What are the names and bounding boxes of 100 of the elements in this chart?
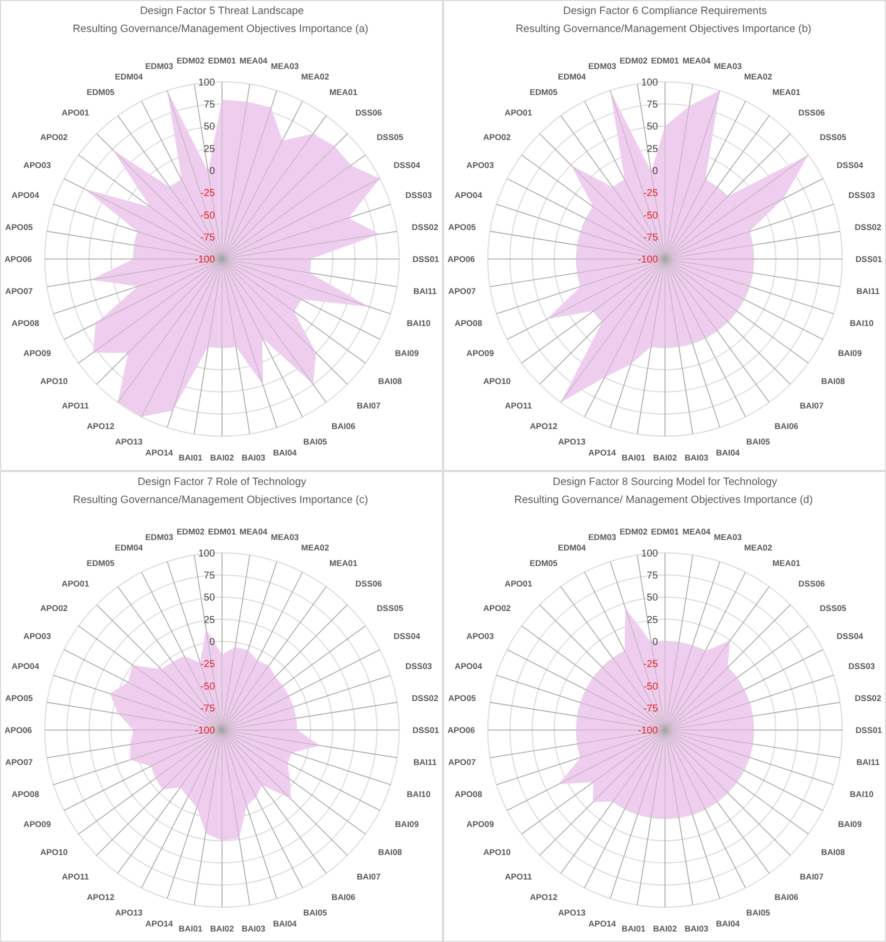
spoke-label: BAI07: [800, 400, 824, 411]
spoke-label: BAI07: [356, 400, 381, 411]
y-tick-label: 50: [646, 122, 658, 133]
spoke-label: EDM05: [530, 87, 558, 98]
y-tick-label: 25: [204, 144, 216, 155]
spoke-label: APO05: [448, 222, 476, 232]
y-tick-label: 75: [646, 100, 658, 111]
spoke-label: DSS05: [376, 603, 404, 614]
spoke-label: BAI05: [303, 436, 328, 447]
spoke-label: DSS03: [848, 661, 876, 672]
spoke-label: BAI08: [821, 376, 846, 386]
spoke-label: EDM03: [145, 60, 174, 71]
spoke-label: DSS04: [394, 160, 420, 170]
spoke-label: MEA03: [714, 60, 742, 71]
spoke-label: BAI01: [622, 452, 646, 462]
y-tick-label: -25: [200, 659, 216, 670]
y-tick-label: -75: [200, 232, 216, 244]
spoke-label: MEA02: [301, 542, 330, 552]
spoke-label: APO02: [40, 132, 68, 142]
spoke-label: APO14: [588, 918, 616, 928]
spoke-label: DSS05: [820, 603, 847, 614]
spoke-label: BAI02: [653, 452, 678, 462]
spoke-label: APO07: [5, 757, 34, 768]
y-tick-label: 100: [641, 77, 658, 88]
spoke-label: BAI10: [850, 318, 874, 328]
y-tick-label: 75: [204, 100, 216, 111]
spoke-label: MEA01: [329, 558, 358, 568]
spoke-label: APO01: [504, 108, 532, 118]
spoke-label: MEA04: [239, 526, 268, 537]
spoke-label: APO04: [12, 661, 40, 672]
spoke-label: BAI03: [242, 452, 266, 462]
spoke-label: EDM05: [530, 558, 558, 568]
spoke-label: DSS05: [376, 132, 404, 142]
spoke-label: BAI05: [746, 908, 770, 918]
spoke-label: MEA04: [239, 56, 268, 66]
spoke-label: EDM02: [620, 56, 648, 66]
spoke-label: MEA03: [270, 532, 300, 542]
y-tick-label: 50: [204, 592, 216, 604]
spoke-label: APO08: [454, 788, 482, 799]
chart-subtitle: Resulting Governance/Management Objectives Importance (b): [516, 22, 812, 35]
spoke-label: EDM04: [558, 71, 586, 82]
spoke-label: DSS01: [856, 254, 882, 264]
y-tick-label: -50: [200, 681, 216, 692]
chart-subtitle: Resulting Governance/ Management Objectives Importance (d): [514, 494, 813, 506]
spoke-label: APO10: [40, 376, 68, 386]
chart-subtitle: Resulting Governance/Management Objectives Importance (c): [73, 494, 368, 506]
spoke-label: APO13: [115, 436, 143, 447]
y-tick-label: -100: [638, 254, 658, 266]
y-tick-label: 100: [641, 548, 658, 560]
spoke-label: EDM03: [145, 532, 174, 542]
spoke-label: APO07: [5, 286, 34, 296]
spoke-label: MEA02: [744, 542, 772, 552]
spoke-label: DSS04: [394, 630, 420, 641]
spoke-label: BAI06: [332, 892, 356, 902]
spoke-label: BAI07: [356, 872, 381, 882]
spoke-label: MEA01: [772, 558, 801, 568]
spoke-label: BAI04: [272, 918, 298, 928]
spoke-label: APO09: [23, 348, 52, 358]
spoke-label: BAI02: [653, 923, 678, 934]
spoke-label: DSS05: [820, 132, 847, 142]
y-tick-label: -75: [643, 232, 658, 244]
spoke-label: EDM02: [176, 56, 205, 66]
spoke-label: APO08: [12, 788, 40, 799]
spoke-label: APO06: [4, 725, 32, 736]
y-tick-label: -75: [200, 703, 216, 714]
spoke-label: DSS02: [412, 692, 439, 703]
y-tick-label: 25: [646, 144, 658, 155]
chart-title: Design Factor 8 Sourcing Model for Technology: [552, 476, 778, 488]
spoke-label: BAI02: [210, 923, 234, 934]
spoke-label: APO06: [4, 254, 32, 264]
spoke-label: BAI01: [178, 452, 203, 462]
spoke-label: MEA04: [682, 56, 711, 66]
spoke-label: APO03: [23, 630, 52, 641]
spoke-label: BAI06: [774, 420, 799, 431]
spoke-label: DSS06: [798, 578, 826, 588]
spoke-label: APO12: [86, 892, 115, 902]
y-tick-label: 25: [646, 614, 658, 626]
spoke-label: MEA01: [329, 87, 358, 98]
spoke-label: BAI09: [394, 819, 420, 830]
spoke-label: APO09: [23, 819, 52, 830]
y-tick-label: -75: [643, 703, 658, 714]
spoke-label: BAI10: [406, 788, 431, 799]
y-tick-label: -50: [643, 210, 658, 222]
spoke-label: DSS03: [405, 190, 432, 200]
spoke-label: APO01: [62, 108, 90, 118]
y-tick-label: -25: [200, 188, 216, 200]
spoke-label: BAI02: [210, 452, 234, 462]
y-tick-label: 0: [652, 636, 658, 648]
spoke-label: APO08: [454, 318, 482, 328]
y-tick-label: 0: [209, 166, 216, 177]
spoke-label: EDM02: [620, 526, 648, 537]
y-tick-label: 100: [198, 548, 216, 560]
spoke-label: BAI10: [850, 788, 874, 799]
spoke-label: APO13: [558, 908, 586, 918]
spoke-label: APO10: [483, 376, 512, 386]
spoke-label: BAI08: [821, 847, 846, 858]
spoke-label: MEA03: [714, 532, 742, 542]
spoke-label: APO08: [12, 318, 40, 328]
spoke-label: APO01: [62, 578, 90, 588]
spoke-label: APO05: [448, 692, 476, 703]
